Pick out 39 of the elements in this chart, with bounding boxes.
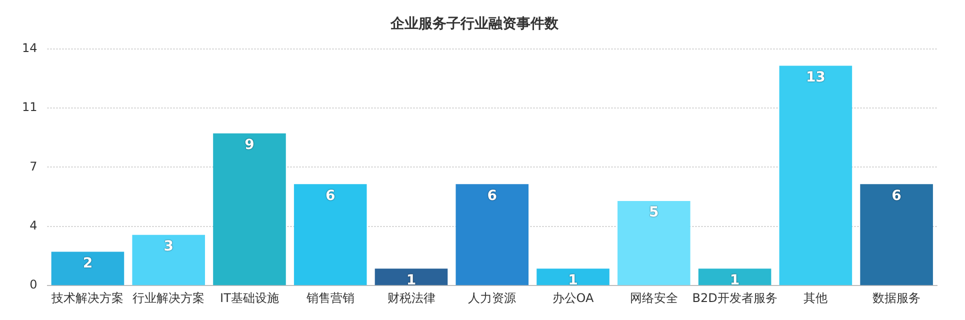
bar — [132, 234, 205, 286]
x-tick-label: 其他 — [804, 290, 828, 305]
x-tick-label: 人力资源 — [468, 290, 516, 305]
y-tick-label: 14 — [22, 40, 38, 55]
x-tick-label: IT基础设施 — [220, 290, 279, 305]
x-tick-label: 网络安全 — [630, 290, 678, 305]
x-tick-label: 办公OA — [552, 290, 595, 305]
bar — [536, 268, 610, 286]
data-label: 3 — [164, 238, 174, 254]
data-label: 1 — [568, 272, 578, 288]
bar — [456, 184, 529, 286]
bar — [860, 184, 933, 286]
data-label: 1 — [730, 272, 740, 288]
x-tick-label: 财税法律 — [387, 290, 436, 305]
data-label: 2 — [82, 255, 93, 272]
x-tick-label: 数据服务 — [872, 290, 921, 305]
x-tick-label: 技术解决方案 — [50, 290, 124, 305]
y-tick-label: 4 — [30, 218, 38, 233]
data-label: 6 — [487, 188, 498, 204]
x-tick-label: B2D开发者服务 — [692, 290, 778, 305]
y-tick-label: 7 — [30, 159, 38, 174]
x-tick-label: 销售营销 — [305, 290, 354, 305]
x-tick-label: 行业解决方案 — [132, 290, 205, 305]
data-label: 13 — [806, 69, 826, 86]
y-tick-label: 11 — [22, 100, 38, 114]
chart-title: 企业服务子行业融资事件数 — [390, 16, 560, 32]
data-label: 9 — [244, 137, 254, 154]
data-label: 6 — [892, 188, 902, 204]
data-label: 1 — [406, 272, 416, 288]
bar — [698, 268, 772, 286]
bar — [213, 133, 286, 286]
data-label: 5 — [649, 204, 659, 221]
bar — [51, 252, 124, 286]
y-tick-label: 0 — [30, 278, 38, 292]
bar — [294, 184, 367, 286]
bar — [374, 268, 448, 286]
bar — [618, 201, 690, 286]
data-label: 6 — [325, 188, 336, 204]
bar — [779, 66, 852, 286]
